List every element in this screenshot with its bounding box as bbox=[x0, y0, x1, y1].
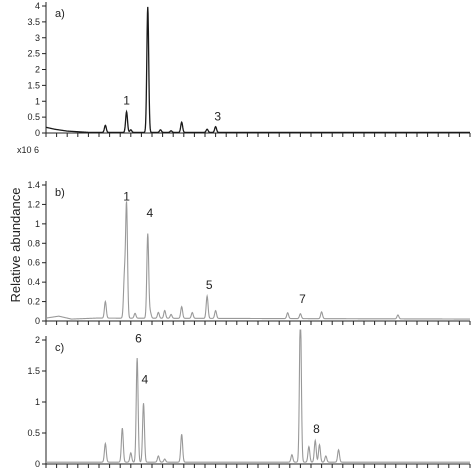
peak-annotation: 6 bbox=[135, 331, 142, 345]
y-tick-label: 1 bbox=[35, 397, 40, 407]
y-tick-label: 1.4 bbox=[27, 180, 40, 190]
y-tick-label: 1.5 bbox=[27, 366, 40, 376]
peak-annotation: 4 bbox=[147, 206, 154, 220]
peak-annotation: 4 bbox=[141, 372, 148, 386]
y-tick-label: 1 bbox=[35, 219, 40, 229]
y-tick-label: 2 bbox=[35, 65, 40, 75]
y-tick-label: 0 bbox=[35, 128, 40, 138]
y-tick-label: 3.5 bbox=[27, 17, 40, 27]
y-tick-label: 1.5 bbox=[27, 80, 40, 90]
y-tick-label: 0.5 bbox=[27, 428, 40, 438]
y-tick-label: 1 bbox=[35, 96, 40, 106]
y-multiplier-label: x10 6 bbox=[17, 145, 39, 155]
y-tick-label: 4 bbox=[35, 1, 40, 11]
panel-label: a) bbox=[55, 8, 65, 20]
panel-label: c) bbox=[55, 342, 64, 354]
peak-annotation: 1 bbox=[123, 93, 130, 107]
panel-label: b) bbox=[55, 187, 65, 199]
y-tick-label: 0.4 bbox=[27, 277, 40, 287]
chromatogram-trace bbox=[45, 201, 470, 320]
y-tick-label: 0 bbox=[35, 316, 40, 326]
panel-a: a) 0 0.5 1 1.5 2 2.5 3 3.5 4 1 3 bbox=[27, 1, 471, 138]
panel-b: b) 0 0.2 0.4 0.6 0.8 1 1.2 1.4 1 4 5 bbox=[27, 180, 471, 326]
y-tick-label: 2 bbox=[35, 335, 40, 345]
panel-c: c) 0 0.5 1 1.5 2 6 4 7 8 bbox=[27, 292, 471, 469]
y-tick-label: 0 bbox=[35, 459, 40, 469]
y-tick-label: 0.5 bbox=[27, 112, 40, 122]
y-tick-label: 0.8 bbox=[27, 238, 40, 248]
y-tick-label: 0.6 bbox=[27, 258, 40, 268]
peak-annotation: 1 bbox=[123, 190, 130, 204]
peak-annotation: 7 bbox=[299, 292, 306, 306]
chromatogram-trace bbox=[46, 329, 470, 463]
chromatogram-trace bbox=[45, 6, 470, 134]
peak-annotation: 8 bbox=[313, 422, 320, 436]
y-tick-label: 2.5 bbox=[27, 49, 40, 59]
y-tick-label: 1.2 bbox=[27, 199, 40, 209]
y-axis-label: Relative abundance bbox=[8, 188, 23, 303]
y-tick-label: 0.2 bbox=[27, 297, 40, 307]
peak-annotation: 3 bbox=[214, 109, 221, 123]
y-tick-label: 3 bbox=[35, 33, 40, 43]
peak-annotation: 5 bbox=[206, 278, 213, 292]
